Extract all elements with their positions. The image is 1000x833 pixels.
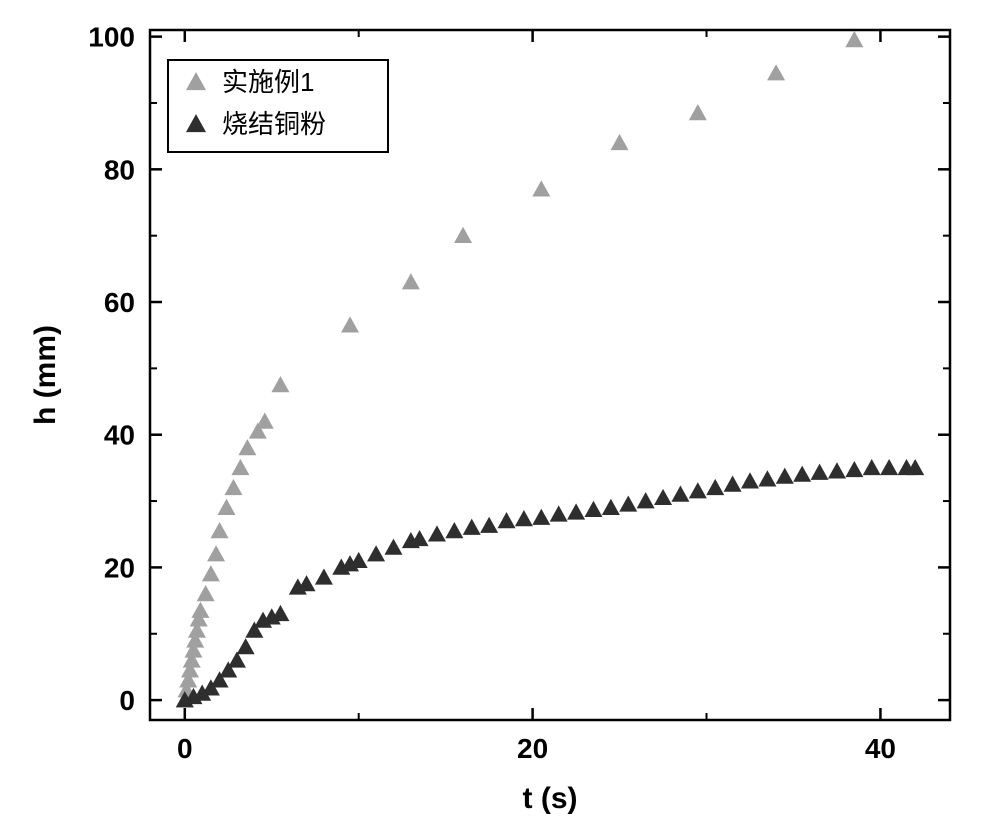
legend-label: 实施例1 <box>222 67 314 97</box>
data-marker <box>231 459 249 475</box>
data-marker <box>207 545 225 561</box>
legend: 实施例1 烧结铜粉 <box>168 60 388 152</box>
data-marker <box>619 495 637 511</box>
data-marker <box>654 489 672 505</box>
data-marker <box>741 472 759 488</box>
y-tick-label: 20 <box>104 552 135 583</box>
data-marker <box>828 462 846 478</box>
data-marker <box>197 585 215 601</box>
data-marker <box>793 466 811 482</box>
data-marker <box>498 512 516 528</box>
y-tick-label: 60 <box>104 287 135 318</box>
data-marker <box>880 459 898 475</box>
data-marker <box>515 510 533 526</box>
data-marker <box>211 522 229 538</box>
y-axis-label: h (mm) <box>29 325 62 425</box>
data-marker <box>567 503 585 519</box>
data-marker <box>706 479 724 495</box>
y-tick-label: 0 <box>119 685 135 716</box>
data-marker <box>584 501 602 517</box>
data-marker <box>689 104 707 120</box>
data-marker <box>863 459 881 475</box>
data-marker <box>341 316 359 332</box>
data-marker <box>532 509 550 525</box>
legend-label: 烧结铜粉 <box>222 109 326 139</box>
data-marker <box>384 539 402 555</box>
data-marker <box>689 482 707 498</box>
data-marker <box>776 468 794 484</box>
chart-container: 0 20 40 0 20 40 60 80 100 t (s) h (mm) 实施例1 烧结铜粉 <box>0 0 1000 833</box>
data-marker <box>224 479 242 495</box>
data-marker <box>454 227 472 243</box>
data-marker <box>671 486 689 502</box>
data-marker <box>480 517 498 533</box>
x-tick-label: 40 <box>865 733 896 764</box>
x-tick-label: 0 <box>177 733 193 764</box>
data-marker <box>463 519 481 535</box>
data-marker <box>845 31 863 47</box>
data-marker <box>758 470 776 486</box>
data-marker <box>202 565 220 581</box>
data-marker <box>724 476 742 492</box>
data-marker <box>428 525 446 541</box>
data-marker <box>271 376 289 392</box>
y-tick-label: 40 <box>104 420 135 451</box>
data-marker <box>602 499 620 515</box>
data-marker <box>532 180 550 196</box>
data-marker <box>237 638 255 654</box>
y-tick-label: 100 <box>88 22 135 53</box>
y-tick-label: 80 <box>104 154 135 185</box>
data-marker <box>550 505 568 521</box>
data-marker <box>402 273 420 289</box>
data-marker <box>637 492 655 508</box>
x-axis-label: t (s) <box>523 782 578 815</box>
data-marker <box>811 464 829 480</box>
data-marker <box>315 568 333 584</box>
data-marker <box>238 439 256 455</box>
data-marker <box>191 602 209 618</box>
data-marker <box>445 522 463 538</box>
data-marker <box>367 545 385 561</box>
data-marker <box>845 461 863 477</box>
data-marker <box>218 499 236 515</box>
data-marker <box>256 413 274 429</box>
data-marker <box>611 134 629 150</box>
scatter-chart: 0 20 40 0 20 40 60 80 100 t (s) h (mm) 实施例1 烧结铜粉 <box>0 0 1000 833</box>
x-tick-label: 20 <box>517 733 548 764</box>
data-marker <box>767 64 785 80</box>
